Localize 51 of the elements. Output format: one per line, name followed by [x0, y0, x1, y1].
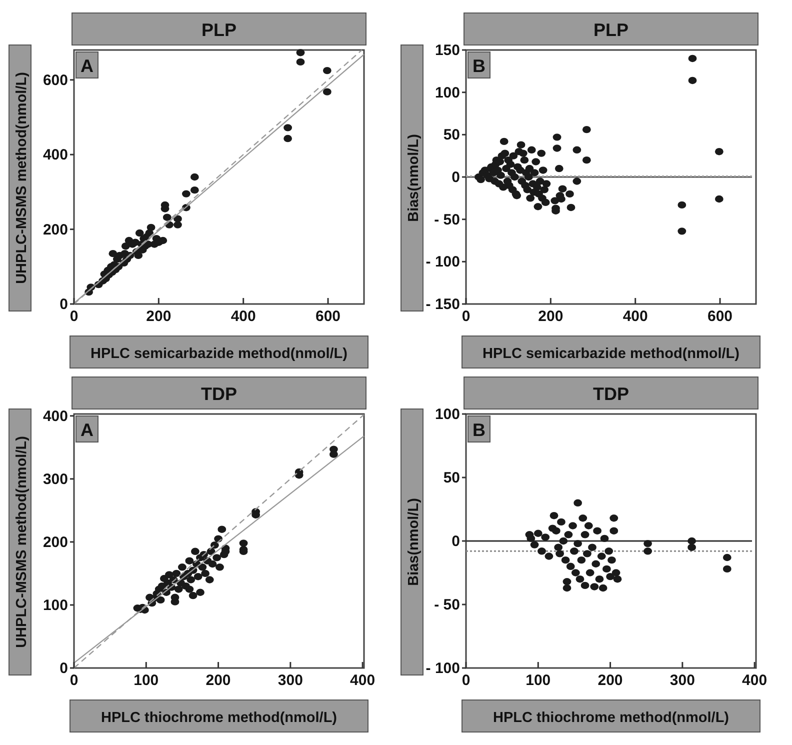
chart-title: PLP	[593, 20, 629, 40]
x-axis-title: HPLC semicarbazide method(nmol/L)	[482, 346, 740, 362]
chart-title: PLP	[201, 20, 237, 40]
y-axis-title: Bias(nmol/L)	[406, 134, 422, 222]
y-tick-label: 0	[60, 296, 68, 313]
x-tick-label: 200	[538, 308, 564, 325]
y-tick-label: 100	[434, 84, 460, 102]
y-tick-label: 100	[42, 596, 68, 614]
x-tick-label: 200	[146, 308, 172, 325]
x-tick-label: 300	[670, 672, 695, 689]
x-tick-label: 100	[134, 672, 159, 689]
y-tick-label: 600	[42, 72, 68, 89]
x-tick-label: 400	[230, 308, 256, 325]
y-tick-label: - 50	[434, 596, 460, 614]
y-tick-label: 0	[60, 660, 68, 677]
x-tick-label: 300	[278, 672, 303, 689]
x-tick-label: 400	[742, 672, 768, 689]
x-tick-label: 600	[708, 308, 733, 325]
y-tick-label: 50	[443, 470, 460, 486]
chart-title: TDP	[593, 384, 629, 404]
chart-title: TDP	[201, 384, 237, 404]
y-tick-label: 400	[42, 146, 68, 164]
y-tick-label: - 100	[426, 660, 460, 677]
y-axis-title: UHPLC-MSMS method(nmol/L)	[14, 436, 30, 648]
x-tick-label: 400	[350, 672, 376, 689]
annotation: A	[80, 420, 94, 440]
y-tick-label: 150	[434, 42, 460, 59]
y-tick-label: 200	[42, 221, 68, 238]
y-tick-label: 300	[42, 470, 68, 488]
x-tick-label: 600	[316, 308, 341, 325]
annotation: B	[472, 420, 486, 440]
y-tick-label: 50	[443, 126, 460, 144]
x-tick-label: 200	[206, 672, 231, 689]
annotation: A	[80, 56, 94, 76]
y-axis-title: UHPLC-MSMS method(nmol/L)	[14, 72, 30, 284]
y-tick-label: 400	[42, 408, 68, 425]
x-tick-label: 400	[622, 308, 648, 325]
y-axis-title: Bias(nmol/L)	[406, 498, 422, 586]
annotation: B	[472, 56, 486, 76]
y-tick-label: - 50	[434, 211, 460, 228]
x-axis-title: HPLC thiochrome method(nmol/L)	[100, 710, 338, 726]
y-tick-label: 0	[452, 533, 460, 550]
x-axis-title: HPLC semicarbazide method(nmol/L)	[90, 346, 348, 362]
x-tick-label: 100	[526, 672, 551, 689]
y-tick-label: 200	[42, 534, 68, 551]
y-tick-label: - 150	[426, 296, 460, 313]
x-axis-title: HPLC thiochrome method(nmol/L)	[492, 710, 730, 726]
y-tick-label: - 100	[426, 254, 460, 271]
x-tick-label: 200	[598, 672, 623, 689]
y-tick-label: 0	[452, 169, 460, 186]
y-tick-label: 100	[434, 406, 460, 423]
